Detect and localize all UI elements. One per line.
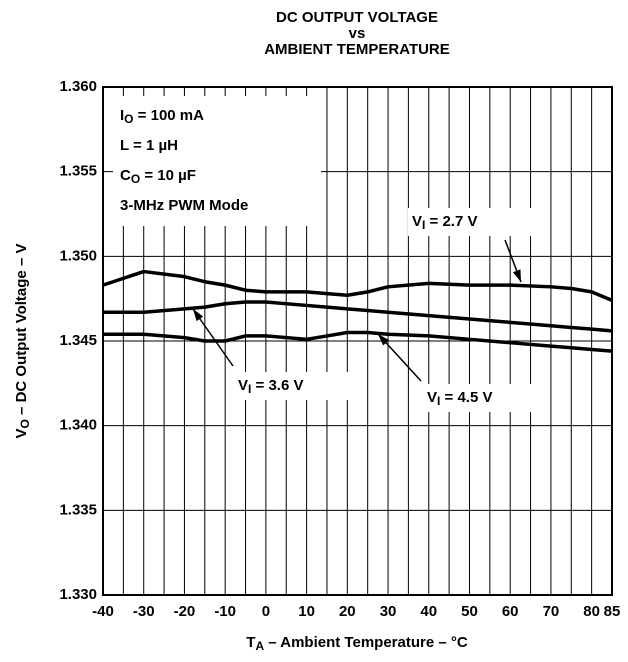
legend-label-part: = 2.7 V (425, 213, 477, 230)
series-line (103, 300, 613, 333)
annotation: IO = 100 mA (120, 107, 204, 126)
legend-label: VI = 2.7 V (412, 213, 477, 232)
y-tick-label: 1.330 (59, 586, 97, 603)
y-axis-label-part: O (18, 419, 32, 428)
legend-label-part: I (248, 382, 251, 396)
x-tick-label: 0 (262, 603, 270, 620)
plot-frame (102, 86, 613, 596)
chart-title: vs (349, 25, 366, 42)
x-tick-label: 70 (543, 603, 560, 620)
annotation-part: C (120, 167, 131, 184)
arrow-head (193, 309, 204, 322)
x-tick-label: -40 (92, 603, 114, 620)
arrow-head (512, 269, 521, 282)
y-axis-label-part: – DC Output Voltage – V (13, 244, 30, 420)
y-tick-label: 1.355 (59, 163, 97, 180)
y-tick-label: 1.350 (59, 247, 97, 264)
annotation: CO = 10 µF (120, 167, 196, 186)
series-label-bg (408, 208, 533, 236)
legend-label-part: V (427, 389, 437, 406)
x-tick-label: 10 (298, 603, 315, 620)
legend-label-part: = 3.6 V (251, 377, 303, 394)
legend-label-part: V (412, 213, 422, 230)
x-tick-label: -30 (133, 603, 155, 620)
annotation-part: I (120, 107, 124, 124)
x-tick-label: 40 (420, 603, 437, 620)
x-tick-label: 50 (461, 603, 478, 620)
legend-label: VI = 4.5 V (427, 389, 492, 408)
x-axis-label-part: T (246, 634, 255, 651)
series-line (103, 330, 613, 353)
annotation-part: = 10 µF (140, 167, 196, 184)
annotation-box (113, 96, 321, 226)
x-tick-label: 30 (380, 603, 397, 620)
y-tick-label: 1.340 (59, 417, 97, 434)
annotation: L = 1 µH (120, 137, 178, 154)
annotation-part: O (131, 172, 140, 186)
series-label-bg (234, 372, 352, 400)
x-axis-label-part: A (255, 639, 264, 653)
x-tick-label: 85 (604, 603, 621, 620)
x-tick-label: -20 (174, 603, 196, 620)
series-line (102, 269, 613, 302)
chart-title: AMBIENT TEMPERATURE (264, 41, 450, 58)
legend-label-part: = 4.5 V (440, 389, 492, 406)
annotation-part: O (124, 112, 133, 126)
x-axis-label-part: – Ambient Temperature – °C (264, 634, 468, 651)
legend-label-part: I (437, 394, 440, 408)
y-axis-label-part: V (13, 428, 30, 438)
x-tick-label: 60 (502, 603, 519, 620)
series-label-bg (423, 384, 541, 412)
y-axis-label: VO – DC Output Voltage – V (13, 244, 32, 439)
x-axis-label: TA – Ambient Temperature – °C (246, 634, 468, 653)
annotation: 3-MHz PWM Mode (120, 197, 248, 214)
y-tick-label: 1.360 (59, 78, 97, 95)
x-tick-label: 20 (339, 603, 356, 620)
x-tick-label: 80 (583, 603, 600, 620)
annotation-part: 3-MHz PWM Mode (120, 197, 248, 214)
legend-label: VI = 3.6 V (238, 377, 303, 396)
legend-label-part: I (422, 218, 425, 232)
legend-label-part: V (238, 377, 248, 394)
y-tick-label: 1.345 (59, 332, 97, 349)
arrow-head (378, 334, 390, 346)
annotation-part: = 100 mA (134, 107, 205, 124)
annotation-part: L = 1 µH (120, 137, 178, 154)
x-tick-label: -10 (214, 603, 236, 620)
chart-title: DC OUTPUT VOLTAGE (276, 9, 438, 26)
y-tick-label: 1.335 (59, 501, 97, 518)
